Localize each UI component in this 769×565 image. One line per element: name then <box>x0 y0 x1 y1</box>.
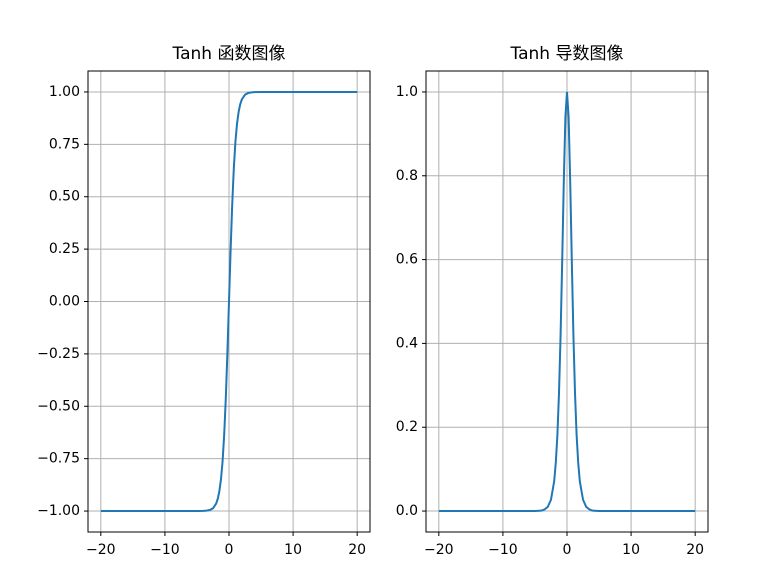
y-tick-label: 0.25 <box>49 241 80 257</box>
x-tick-label: −20 <box>424 542 454 558</box>
y-tick-label: −1.00 <box>37 503 80 519</box>
y-tick-label: 0.50 <box>49 189 80 205</box>
subplot-title: Tanh 函数图像 <box>172 44 286 64</box>
x-tick-label: −10 <box>150 542 180 558</box>
y-tick-label: 0.2 <box>396 419 418 435</box>
subplot: Tanh 函数图像 −20 −10 0 10 20 −1.00 −0.75 −0.50 −0.25… <box>37 44 371 558</box>
x-tick-label: −10 <box>488 542 518 558</box>
y-tick-label: −0.25 <box>37 346 80 362</box>
line <box>438 91 696 513</box>
subplot-title: Tanh 导数图像 <box>510 44 624 64</box>
x-tick-label: 10 <box>284 542 302 558</box>
line <box>100 90 358 513</box>
x-tick-label: 0 <box>563 542 572 558</box>
subplot: Tanh 导数图像 −20 −10 0 10 20 0.0 0.2 0.4 0.6 0.8 1.0 <box>396 44 709 558</box>
y-tick-label: 0.75 <box>49 136 80 152</box>
x-tick-label: 20 <box>686 542 704 558</box>
y-tick-label: 0.8 <box>396 168 418 184</box>
x-tick-label: −20 <box>86 542 116 558</box>
y-tick-label: 1.00 <box>49 84 80 100</box>
y-tick-label: −0.75 <box>37 451 80 467</box>
axes-frame <box>425 70 709 533</box>
axes-frame <box>87 70 371 533</box>
x-tick-label: 0 <box>225 542 234 558</box>
y-tick-label: 1.0 <box>396 84 418 100</box>
x-tick-label: 10 <box>622 542 640 558</box>
y-tick-label: 0.00 <box>49 294 80 310</box>
y-tick-label: 0.0 <box>396 503 418 519</box>
y-tick-label: 0.4 <box>396 335 418 351</box>
x-tick-label: 20 <box>348 542 366 558</box>
y-tick-label: 0.6 <box>396 252 418 268</box>
y-tick-label: −0.50 <box>37 398 80 414</box>
